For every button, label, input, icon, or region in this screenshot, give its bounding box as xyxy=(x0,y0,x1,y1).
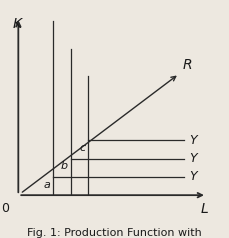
Text: Y: Y xyxy=(190,134,197,147)
Text: R: R xyxy=(183,58,192,72)
Text: Y: Y xyxy=(190,152,197,165)
Text: Fig. 1: Production Function with
Fixed Coefficients: Fig. 1: Production Function with Fixed C… xyxy=(27,228,202,238)
Text: L: L xyxy=(201,203,209,217)
Text: K: K xyxy=(13,17,22,31)
Text: a: a xyxy=(44,180,51,190)
Text: c: c xyxy=(79,143,86,153)
Text: b: b xyxy=(61,161,68,171)
Text: Y: Y xyxy=(190,170,197,183)
Text: 0: 0 xyxy=(2,203,10,215)
